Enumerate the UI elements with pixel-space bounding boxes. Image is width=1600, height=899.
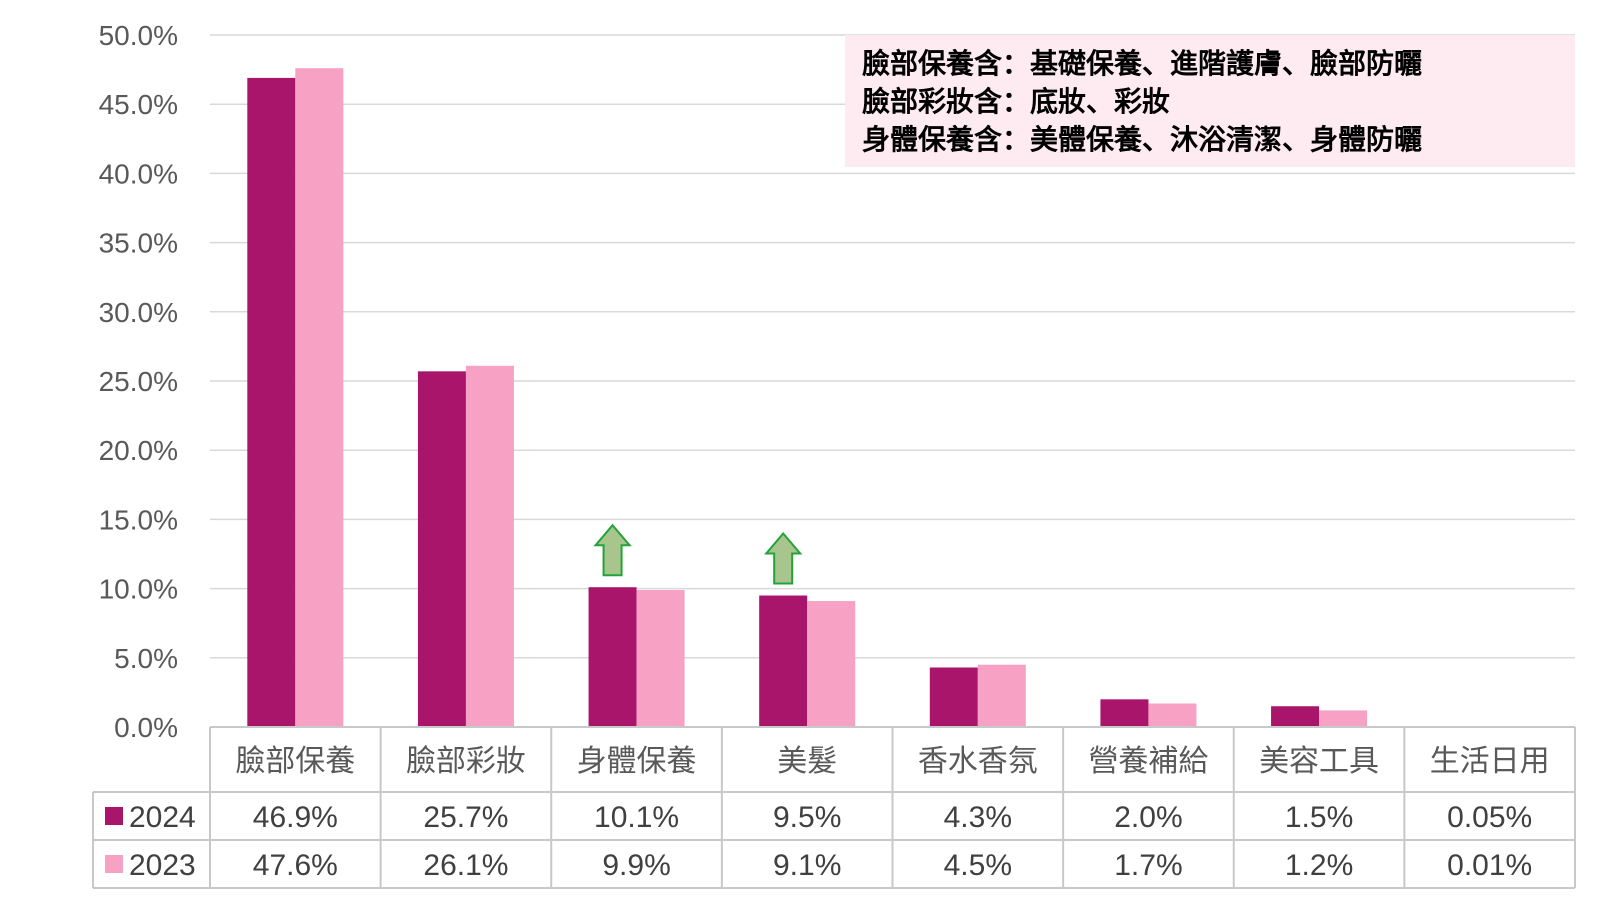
bar-2024 [1271, 706, 1320, 727]
bar-2024 [588, 587, 637, 727]
bar-2024 [759, 595, 808, 727]
data-label: 25.7% [423, 801, 508, 834]
data-label: 4.3% [944, 801, 1012, 834]
bar-2023 [636, 589, 685, 727]
bar-2024 [247, 77, 296, 728]
bar-2024 [929, 667, 978, 727]
bar-2023 [1148, 703, 1197, 727]
data-label: 9.1% [773, 849, 841, 882]
data-label: 26.1% [423, 849, 508, 882]
category-label: 營養補給 [1088, 745, 1208, 778]
data-label: 2.0% [1114, 801, 1182, 834]
y-axis: 0.0% 5.0% 10.0% 15.0% 20.0% 25.0% 30.0% 35.0% 40… [99, 20, 178, 743]
legend-swatch-2023 [105, 855, 123, 873]
annotation-line-1: 臉部保養含：基礎保養、進階護膚、臉部防曬 [862, 47, 1422, 79]
y-tick-label: 10.0% [99, 574, 178, 605]
annotation-line-2: 臉部彩妝含：底妝、彩妝 [862, 85, 1170, 117]
data-label: 0.05% [1447, 801, 1532, 834]
annotation-line-3: 身體保養含：美體保養、沐浴清潔、身體防曬 [862, 123, 1422, 155]
y-tick-label: 5.0% [114, 643, 178, 674]
data-label: 0.01% [1447, 849, 1532, 882]
category-label: 香水香氛 [918, 745, 1038, 778]
up-arrow-icon [764, 531, 803, 585]
legend-label: 2023 [129, 849, 196, 882]
category-label: 身體保養 [577, 745, 697, 778]
data-label: 46.9% [253, 801, 338, 834]
data-label: 1.7% [1114, 849, 1182, 882]
annotation-background [845, 35, 1575, 167]
data-label: 9.9% [602, 849, 670, 882]
y-tick-label: 30.0% [99, 297, 178, 328]
y-tick-label: 35.0% [99, 228, 178, 259]
data-label: 47.6% [253, 849, 338, 882]
annotation-box: 臉部保養含：基礎保養、進階護膚、臉部防曬 臉部彩妝含：底妝、彩妝 身體保養含：美… [845, 35, 1575, 167]
data-label: 1.2% [1285, 849, 1353, 882]
data-label: 9.5% [773, 801, 841, 834]
y-tick-label: 40.0% [99, 158, 178, 189]
bar-2023 [465, 365, 514, 727]
y-tick-label: 15.0% [99, 504, 178, 535]
category-label: 臉部保養 [235, 745, 355, 778]
up-arrow-icon [593, 523, 632, 577]
category-label: 臉部彩妝 [406, 745, 526, 778]
y-tick-label: 0.0% [114, 712, 178, 743]
y-tick-label: 50.0% [99, 20, 178, 51]
bar-2024 [417, 371, 466, 727]
y-tick-label: 20.0% [99, 435, 178, 466]
bar-2023 [1319, 710, 1368, 727]
bar-2023 [295, 68, 344, 727]
y-tick-label: 45.0% [99, 89, 178, 120]
data-label: 4.5% [944, 849, 1012, 882]
data-label: 10.1% [594, 801, 679, 834]
trend-arrows [593, 523, 803, 585]
bar-2024 [1100, 699, 1149, 727]
legend-swatch-2024 [105, 807, 123, 825]
y-tick-label: 25.0% [99, 366, 178, 397]
category-label: 美髮 [777, 745, 837, 778]
bars [247, 68, 1538, 728]
data-table: 臉部保養 臉部彩妝 身體保養 美髮 香水香氛 營養補給 美容工具 生活日用 2024 46.9% 2… [92, 726, 1576, 889]
data-label: 1.5% [1285, 801, 1353, 834]
legend-label: 2024 [129, 801, 196, 834]
bar-2023 [807, 601, 856, 727]
category-label: 美容工具 [1259, 745, 1379, 778]
bar-2023 [977, 664, 1026, 727]
category-label: 生活日用 [1430, 745, 1550, 778]
